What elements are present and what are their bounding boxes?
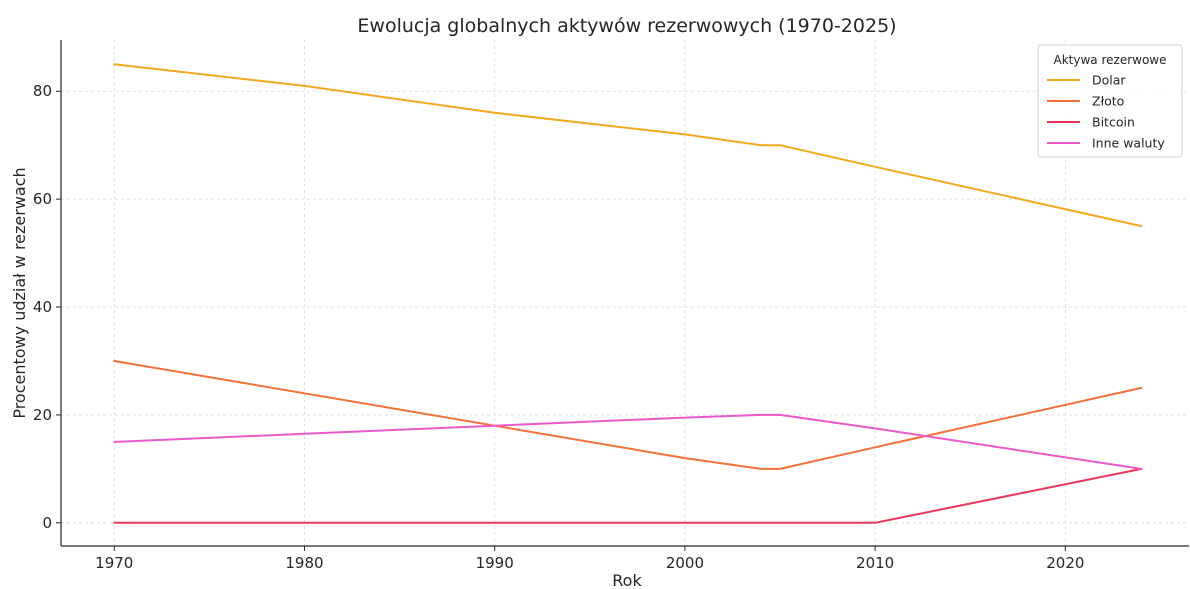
axes xyxy=(60,40,1189,547)
x-tick-label: 1990 xyxy=(476,554,514,572)
series-line-bitcoin xyxy=(113,467,1143,524)
y-tick-label: 80 xyxy=(33,82,52,100)
y-tick-label: 20 xyxy=(33,406,52,424)
y-tick-label: 60 xyxy=(33,190,52,208)
series-line-inne-waluty xyxy=(113,413,1143,470)
series-line-dolar xyxy=(113,63,1143,228)
y-tick-label: 40 xyxy=(33,298,52,316)
legend-items: Dolar Złoto Bitcoin Inne waluty xyxy=(1047,73,1165,151)
legend-title: Aktywa rezerwowe xyxy=(1054,53,1167,67)
y-ticks: 0 20 40 60 80 xyxy=(33,82,61,532)
x-ticks: 1970 1980 1990 2000 2010 2020 xyxy=(95,546,1084,572)
series-lines xyxy=(113,63,1143,524)
y-axis-label: Procentowy udział w rezerwach xyxy=(10,167,29,418)
y-tick-label: 0 xyxy=(42,514,52,532)
x-tick-label: 2010 xyxy=(856,554,894,572)
legend-frame xyxy=(1037,44,1183,158)
grid xyxy=(61,40,1189,546)
legend-label: Bitcoin xyxy=(1092,115,1135,130)
x-tick-label: 2000 xyxy=(666,554,704,572)
series-line-złoto xyxy=(113,360,1143,470)
legend-label: Złoto xyxy=(1092,94,1124,109)
x-axis-label: Rok xyxy=(612,571,642,589)
x-tick-label: 1980 xyxy=(285,554,323,572)
legend-label: Dolar xyxy=(1092,73,1126,88)
legend: Aktywa rezerwowe Dolar Złoto Bitcoin Inne w… xyxy=(1037,44,1183,158)
x-tick-label: 2020 xyxy=(1046,554,1084,572)
x-tick-label: 1970 xyxy=(95,554,133,572)
legend-label: Inne waluty xyxy=(1092,136,1165,151)
chart-title: Ewolucja globalnych aktywów rezerwowych … xyxy=(357,15,896,37)
